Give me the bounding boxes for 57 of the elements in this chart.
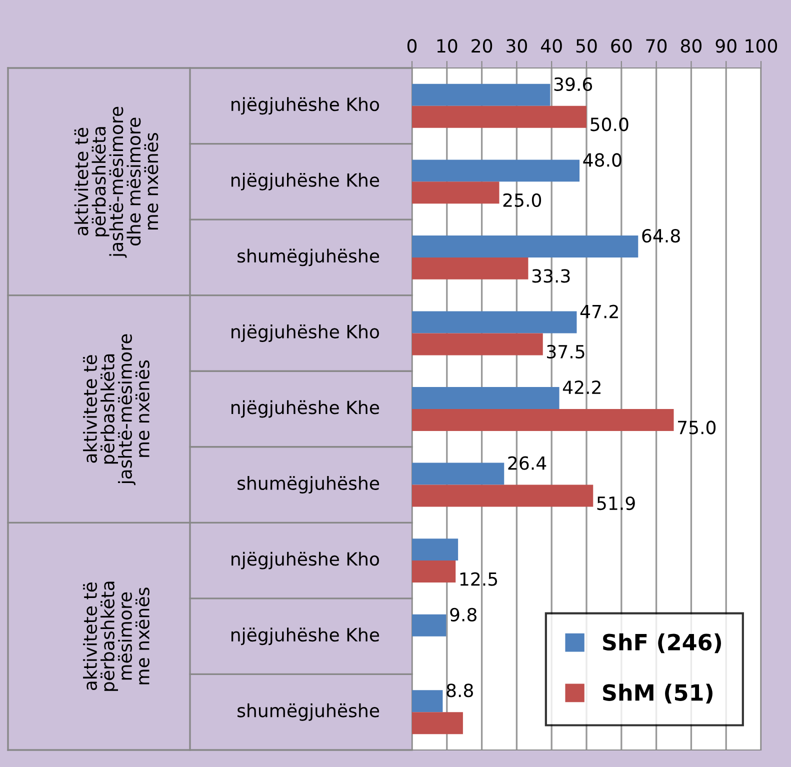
text: aktivitete të përbashkëta jashtë-mësimore dhe mësimore me nxënës bbox=[74, 106, 158, 258]
x-tick-label: 0 bbox=[407, 39, 417, 53]
legend-label: ShM (51) bbox=[603, 684, 712, 704]
x-tick-label: 100 bbox=[746, 39, 778, 53]
y-tick-label: shumëgjuhëshe bbox=[238, 703, 380, 721]
bar bbox=[412, 484, 594, 507]
data-label: 50.0 bbox=[590, 118, 628, 132]
bar bbox=[412, 462, 504, 485]
y-tick-label: njëgjuhëshe Kho bbox=[232, 97, 380, 115]
x-tick-label: 80 bbox=[680, 39, 702, 53]
y-tick-label: njëgjuhëshe Khe bbox=[232, 172, 380, 190]
y-tick-label: shumëgjuhëshe bbox=[238, 248, 380, 266]
x-tick-label: 70 bbox=[646, 39, 667, 53]
x-tick-label: 50 bbox=[576, 39, 597, 53]
y-tick-label: njëgjuhëshe Khe bbox=[232, 400, 380, 418]
bar bbox=[412, 333, 543, 356]
data-label: 75.0 bbox=[678, 420, 716, 434]
bar bbox=[412, 257, 528, 280]
bar bbox=[412, 690, 443, 712]
x-tick-label: 30 bbox=[506, 39, 527, 53]
data-label: 64.8 bbox=[642, 228, 680, 243]
data-label: 25.0 bbox=[503, 193, 542, 207]
data-label: 48.0 bbox=[583, 153, 622, 167]
text: aktivitete të përbashkëta mësimore me nxënës bbox=[83, 582, 150, 691]
legend-label: ShF (246) bbox=[603, 633, 722, 654]
bar bbox=[412, 235, 638, 258]
data-label: 9.8 bbox=[450, 608, 476, 622]
bar bbox=[412, 182, 500, 204]
y-tick-label: njëgjuhëshe Kho bbox=[232, 552, 380, 570]
bar bbox=[412, 538, 458, 561]
y-tick-label: njëgjuhëshe Khe bbox=[232, 628, 380, 646]
bar bbox=[412, 160, 580, 182]
x-tick-label: 40 bbox=[540, 39, 562, 53]
data-label: 8.8 bbox=[446, 684, 473, 698]
data-label: 39.6 bbox=[554, 77, 592, 92]
bar bbox=[412, 560, 456, 583]
x-tick-label: 60 bbox=[611, 39, 632, 53]
data-label: 26.4 bbox=[508, 456, 546, 470]
data-label: 33.3 bbox=[532, 269, 570, 283]
data-label: 42.2 bbox=[562, 380, 600, 394]
bar bbox=[412, 84, 550, 106]
x-tick-label: 10 bbox=[437, 39, 458, 53]
bar bbox=[412, 311, 577, 334]
text: aktivitete të përbashkëta jashtë-mësimore me nxënës bbox=[83, 334, 150, 486]
x-tick-label: 20 bbox=[472, 39, 492, 53]
bar bbox=[412, 106, 586, 128]
bar bbox=[412, 712, 463, 734]
data-label: 47.2 bbox=[580, 304, 618, 318]
bar bbox=[412, 614, 446, 636]
x-tick-label: 90 bbox=[716, 39, 736, 53]
y-tick-label: shumëgjuhëshe bbox=[238, 476, 380, 494]
data-label: 12.5 bbox=[460, 572, 498, 586]
bar bbox=[412, 387, 560, 409]
data-label: 37.5 bbox=[547, 344, 584, 359]
data-label: 51.9 bbox=[597, 496, 635, 510]
bar bbox=[412, 409, 674, 431]
y-tick-label: njëgjuhëshe Kho bbox=[232, 324, 380, 342]
